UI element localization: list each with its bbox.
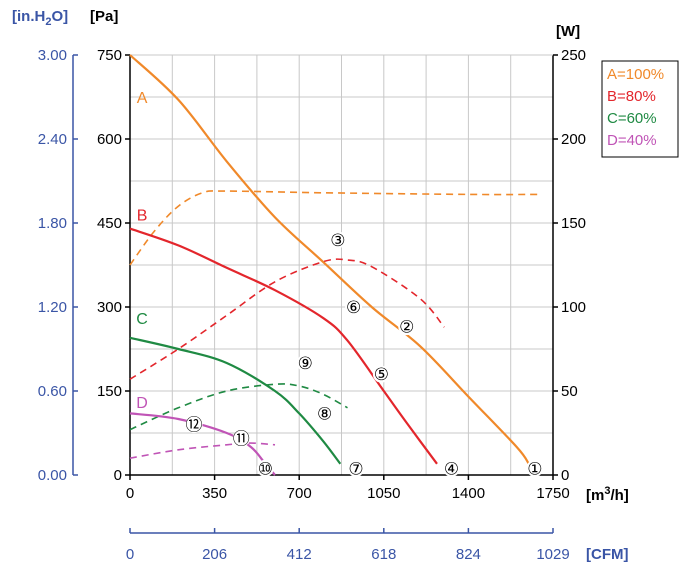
y2-tick-label: 0.60 bbox=[38, 383, 67, 400]
marker-background-9 bbox=[296, 354, 314, 372]
curve-label-d: D bbox=[136, 395, 148, 412]
marker-background-2 bbox=[398, 318, 416, 336]
marker-1: ① bbox=[527, 459, 542, 478]
y-tick-label: 300 bbox=[97, 299, 122, 316]
marker-3: ③ bbox=[330, 231, 345, 250]
marker-5: ⑤ bbox=[374, 365, 389, 384]
marker-12: ⑫ bbox=[186, 416, 203, 435]
marker-background-5 bbox=[372, 365, 390, 383]
legend-item-d: D=40% bbox=[607, 132, 657, 149]
x-axis-label: [m3/h] bbox=[586, 485, 629, 504]
marker-10: ⑩ bbox=[258, 459, 273, 478]
curve-label-a: A bbox=[137, 90, 148, 107]
y2-axis-label: [in.H2O] bbox=[12, 8, 68, 28]
series-b-pressure-line bbox=[129, 227, 438, 465]
legend-box bbox=[601, 60, 679, 158]
legend-item-b: B=80% bbox=[607, 88, 656, 105]
marker-background-10 bbox=[256, 459, 274, 477]
marker-background-6 bbox=[345, 298, 363, 316]
x-tick-label: 0 bbox=[126, 485, 134, 502]
y3-tick-label: 0 bbox=[561, 467, 569, 484]
y2-tick-label: 1.20 bbox=[38, 299, 67, 316]
marker-9: ⑨ bbox=[298, 354, 313, 373]
y3-tick-label: 200 bbox=[561, 131, 586, 148]
x2-tick-label: 1029 bbox=[536, 546, 569, 563]
marker-11: ⑪ bbox=[233, 430, 250, 449]
y2-tick-label: 2.40 bbox=[38, 131, 67, 148]
curve-label-b: B bbox=[137, 208, 148, 225]
y2-tick-label: 1.80 bbox=[38, 215, 67, 232]
series-d-power-line bbox=[129, 442, 276, 459]
marker-background-7 bbox=[347, 459, 365, 477]
x2-tick-label: 0 bbox=[126, 546, 134, 563]
y3-tick-label: 100 bbox=[561, 299, 586, 316]
series-b-power-line bbox=[129, 258, 445, 380]
x2-tick-label: 206 bbox=[202, 546, 227, 563]
x-tick-label: 1750 bbox=[536, 485, 569, 502]
marker-8: ⑧ bbox=[317, 404, 332, 423]
y-tick-label: 600 bbox=[97, 131, 122, 148]
marker-background-3 bbox=[329, 231, 347, 249]
x2-axis-label: [CFM] bbox=[586, 546, 628, 563]
y-tick-label: 150 bbox=[97, 383, 122, 400]
grid bbox=[130, 55, 553, 475]
y-tick-label: 450 bbox=[97, 215, 122, 232]
legend-item-a: A=100% bbox=[607, 66, 664, 83]
x-tick-label: 700 bbox=[287, 485, 312, 502]
y3-tick-label: 250 bbox=[561, 47, 586, 64]
x2-tick-label: 412 bbox=[287, 546, 312, 563]
curve-label-c: C bbox=[136, 311, 148, 328]
labels-group: A B C D bbox=[136, 90, 148, 412]
x-tick-label: 1050 bbox=[367, 485, 400, 502]
marker-background-1 bbox=[526, 459, 544, 477]
marker-background-8 bbox=[316, 404, 334, 422]
marker-2: ② bbox=[399, 318, 414, 337]
y-tick-label: 0 bbox=[114, 467, 122, 484]
x2-tick-label: 618 bbox=[371, 546, 396, 563]
series-group bbox=[129, 54, 541, 476]
marker-7: ⑦ bbox=[348, 459, 363, 478]
y2-tick-label: 0.00 bbox=[38, 467, 67, 484]
x-tick-label: 1400 bbox=[452, 485, 485, 502]
legend-item-c: C=60% bbox=[607, 110, 657, 127]
legend: A=100% B=80% C=60% D=40% bbox=[601, 60, 679, 158]
axes: 0 150 300 450 600 750 [Pa] 0.00 0.60 1.20 1.80 2.40… bbox=[12, 8, 629, 563]
y3-axis-label: [W] bbox=[556, 23, 580, 40]
x-tick-label: 350 bbox=[202, 485, 227, 502]
marker-background-11 bbox=[232, 430, 250, 448]
series-a-pressure-line bbox=[129, 54, 530, 465]
y2-tick-label: 3.00 bbox=[38, 47, 67, 64]
marker-background-12 bbox=[185, 416, 203, 434]
series-c-pressure-line bbox=[129, 336, 342, 465]
plot-frame bbox=[129, 54, 554, 476]
y3-tick-label: 50 bbox=[561, 383, 578, 400]
marker-6: ⑥ bbox=[346, 298, 361, 317]
marker-background-4 bbox=[442, 459, 460, 477]
y-tick-label: 750 bbox=[97, 47, 122, 64]
marker-4: ④ bbox=[444, 459, 459, 478]
x2-tick-label: 824 bbox=[456, 546, 481, 563]
series-a-power-line bbox=[129, 190, 541, 266]
series-c-power-line bbox=[129, 383, 348, 431]
y3-tick-label: 150 bbox=[561, 215, 586, 232]
y-axis-label: [Pa] bbox=[90, 8, 118, 25]
